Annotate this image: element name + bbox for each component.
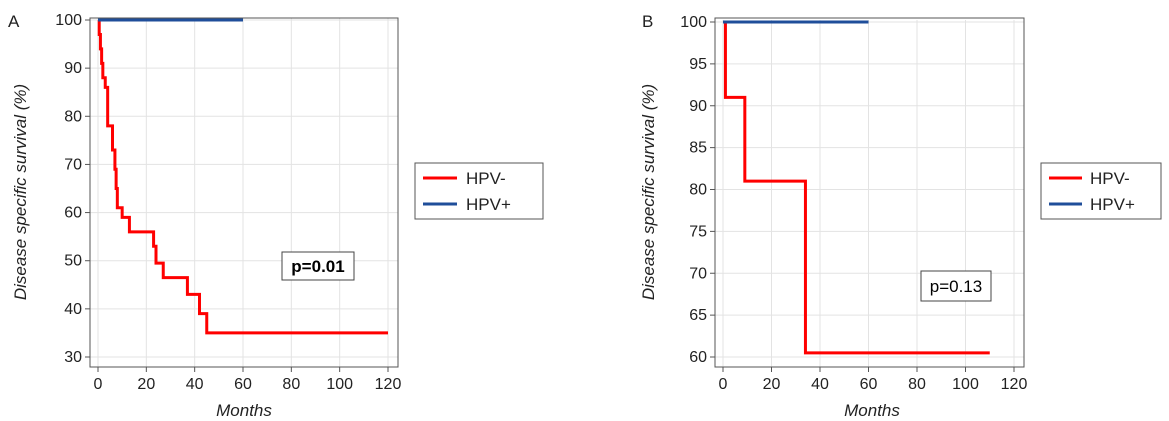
y-tick-label: 80 [689,182,707,199]
series-line-hpv-neg [97,18,388,335]
legend-label-hpv-neg: HPV- [1090,169,1130,188]
y-axis-title: Disease specific survival (%) [11,84,30,300]
y-tick-label: 60 [64,205,82,222]
x-tick-label: 60 [234,376,252,393]
p-value-annotation: p=0.01 [281,251,355,281]
legend-label-hpv-pos: HPV+ [1090,195,1135,214]
y-tick-label: 100 [55,12,82,29]
p-value-box [920,270,992,302]
x-tick-label: 20 [137,376,155,393]
panel-b: B 0 20 40 60 80 100 120 60 65 70 75 80 85 90 95 100 Mon… [639,12,1162,420]
x-tick-label: 120 [375,376,402,393]
legend-label-hpv-neg: HPV- [466,169,506,188]
y-tick-label: 60 [689,349,707,366]
legend: HPV- HPV+ [414,162,544,220]
y-tick-label: 70 [64,156,82,173]
grid [90,18,398,367]
x-tick-label: 0 [719,376,728,393]
y-axis-title: Disease specific survival (%) [639,84,658,300]
x-axis-title: Months [216,401,272,420]
legend-box [414,162,544,220]
tick-layer: 0 20 40 60 80 100 120 60 65 70 75 80 85 90 95 100 [680,14,1027,393]
x-axis-title: Months [844,401,900,420]
plot-frame [89,17,399,368]
p-value-box [281,251,355,281]
p-value-text: p=0.01 [291,257,344,276]
x-tick-label: 100 [952,376,979,393]
y-tick-label: 90 [64,60,82,77]
panel-letter: A [8,12,20,31]
legend: HPV- HPV+ [1040,162,1162,220]
x-tick-label: 40 [811,376,829,393]
x-tick-label: 80 [282,376,300,393]
x-tick-label: 100 [326,376,353,393]
y-tick-label: 70 [689,265,707,282]
y-tick-label: 95 [689,56,707,73]
panel-letter: B [642,12,653,31]
legend-box [1040,162,1162,220]
y-tick-label: 30 [64,349,82,366]
x-tick-label: 40 [186,376,204,393]
panel-a: A 0 20 40 60 80 100 120 30 40 50 60 70 80 90 100 Month… [8,12,544,420]
y-tick-label: 65 [689,307,707,324]
legend-label-hpv-pos: HPV+ [466,195,511,214]
grid [715,20,1024,367]
x-tick-label: 80 [908,376,926,393]
series-line-hpv-neg [723,20,990,355]
series-layer [97,18,388,335]
tick-layer: 0 20 40 60 80 100 120 30 40 50 60 70 80 90 100 [55,12,401,393]
p-value-text: p=0.13 [930,277,982,296]
y-tick-label: 50 [64,253,82,270]
y-tick-label: 90 [689,98,707,115]
y-tick-label: 85 [689,140,707,157]
y-tick-label: 40 [64,301,82,318]
series-layer [723,20,990,355]
x-tick-label: 60 [860,376,878,393]
plot-frame [714,17,1025,368]
y-tick-label: 100 [680,14,707,31]
y-tick-label: 75 [689,223,707,240]
x-tick-label: 20 [763,376,781,393]
x-tick-label: 120 [1001,376,1028,393]
p-value-annotation: p=0.13 [920,270,992,302]
y-tick-label: 80 [64,108,82,125]
x-tick-label: 0 [94,376,103,393]
